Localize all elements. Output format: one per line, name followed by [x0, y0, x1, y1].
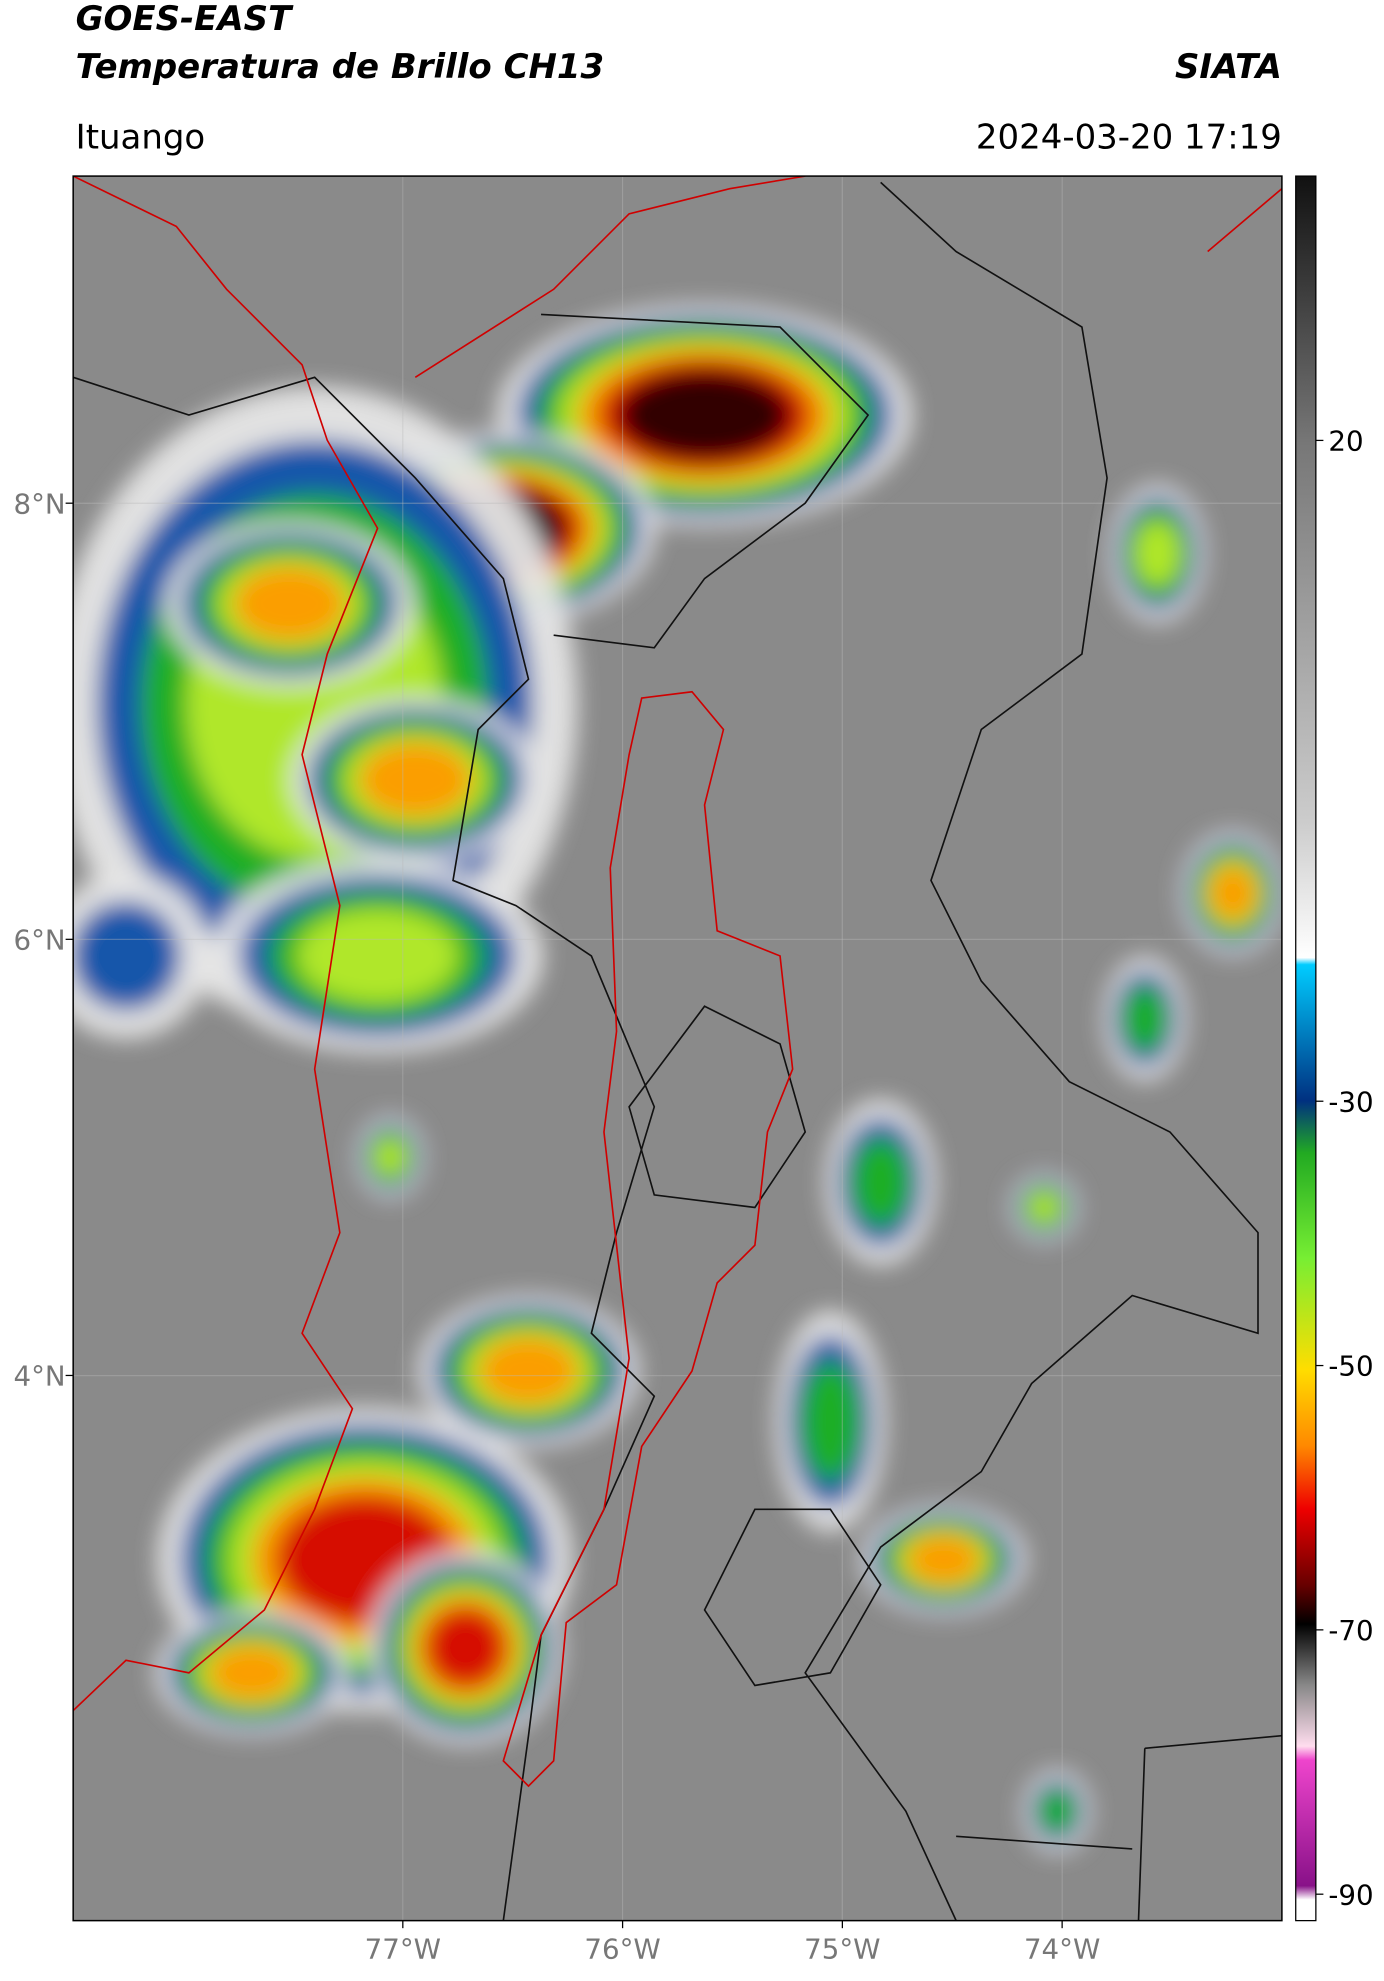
borders — [73, 176, 1282, 1921]
cloud — [800, 1360, 861, 1482]
x-tick-label: 76°W — [584, 1932, 660, 1965]
map-frame — [72, 175, 1283, 1922]
cloud — [207, 1644, 296, 1702]
axes: 77°W 76°W 75°W 74°W 4°N 6°N 8°N 20 -30 -50 -70 -90 — [14, 424, 1374, 1965]
border-line — [703, 1508, 882, 1687]
x-tick-label: 77°W — [365, 1932, 441, 1965]
x-tick-label: 75°W — [804, 1932, 880, 1965]
title: GOES-EAST — [76, 0, 294, 39]
y-tick-label: 6°N — [14, 923, 66, 956]
cloud — [358, 742, 472, 818]
colorbar-tick-label: 20 — [1328, 424, 1363, 457]
coastline — [73, 176, 379, 1712]
cloud — [423, 1605, 508, 1690]
datetime: 2024-03-20 17:19 — [976, 117, 1282, 157]
colorbar-tick-label: -90 — [1328, 1878, 1373, 1911]
map — [73, 176, 1282, 1921]
cloud — [296, 908, 459, 1004]
colorbar — [1295, 175, 1317, 1922]
cloud — [1037, 1788, 1076, 1834]
cloud — [1133, 519, 1182, 588]
source: SIATA — [1175, 47, 1282, 87]
location: Ituango — [76, 117, 206, 157]
cloud — [478, 1336, 579, 1406]
coastline — [414, 176, 1282, 379]
colorbar-tick-label: -30 — [1328, 1085, 1373, 1118]
cloud — [850, 1137, 911, 1228]
region-outline — [502, 690, 794, 1788]
border-line — [956, 1734, 1282, 1921]
cloud — [905, 1534, 982, 1585]
border-line — [628, 1005, 807, 1209]
cloud — [232, 566, 347, 642]
cloud-field — [73, 304, 1282, 1853]
border-line — [541, 313, 870, 649]
y-tick-label: 8°N — [14, 487, 66, 520]
y-tick-label: 4°N — [14, 1360, 66, 1393]
x-tick-label: 74°W — [1024, 1932, 1100, 1965]
subtitle: Temperatura de Brillo CH13 — [76, 47, 604, 87]
grid — [73, 176, 1282, 1921]
cloud — [1208, 864, 1257, 922]
cloud — [73, 901, 181, 1011]
colorbar-tick-label: -70 — [1328, 1614, 1373, 1647]
cloud — [1027, 1190, 1062, 1225]
cloud — [1122, 984, 1168, 1053]
border-line — [804, 181, 1259, 1921]
cloud — [618, 369, 791, 462]
cloud — [373, 1136, 408, 1178]
colorbar-tick-label: -50 — [1328, 1350, 1373, 1383]
